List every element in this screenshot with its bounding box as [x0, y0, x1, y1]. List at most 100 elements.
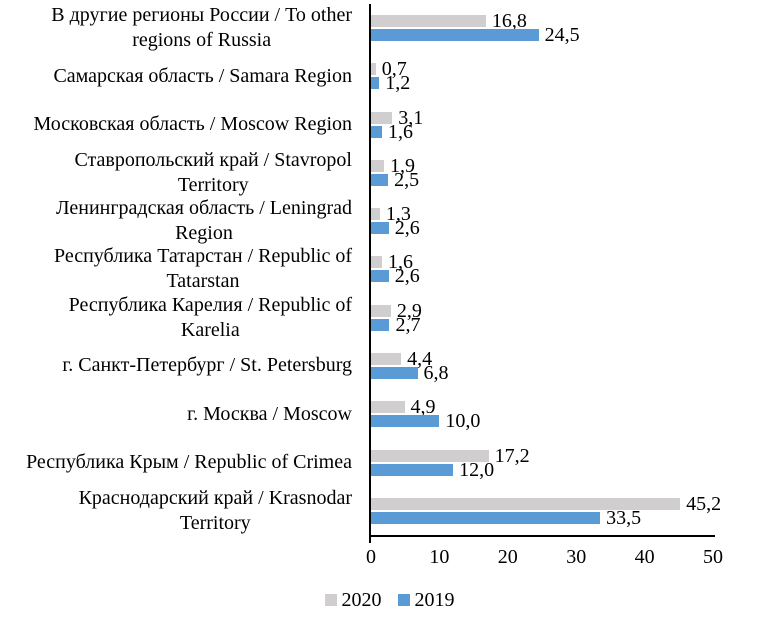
category-label: Ленинградская область / Leningrad Region [55, 197, 352, 245]
bar-line-2019: 2,7 [371, 313, 715, 336]
value-label-2020: 17,2 [494, 444, 530, 467]
x-axis-zero-tick [369, 537, 371, 543]
category-label: Краснодарский край / Krasnodar Territory [78, 486, 352, 534]
value-label-2019: 2,7 [395, 313, 421, 336]
bar-2019 [371, 29, 539, 42]
bars-row: 1,9 2,5 [371, 149, 715, 197]
value-label-2020: 3,1 [398, 106, 424, 129]
category-row: Ставропольский край / Stavropol Territor… [0, 149, 369, 197]
x-tick-label: 10 [429, 546, 450, 568]
bar-line-2019: 12,0 [371, 458, 715, 481]
value-label-2019: 12,0 [459, 458, 495, 481]
bars-row: 1,6 2,6 [371, 245, 715, 293]
category-row: Республика Карелия / Republic of Karelia [0, 294, 369, 342]
category-row: Самарская область / Samara Region [0, 52, 369, 100]
value-label-2019: 10,0 [445, 410, 481, 433]
bar-line-2019: 2,6 [371, 217, 715, 240]
bar-line-2020: 16,8 [371, 10, 715, 33]
legend-swatch-2019 [397, 594, 410, 606]
category-label: Ставропольский край / Stavropol Territor… [74, 148, 352, 196]
bar-line-2020: 1,3 [371, 204, 715, 224]
bars-row: 2,9 2,7 [371, 294, 715, 342]
bar-2019 [371, 125, 382, 138]
bar-line-2019: 10,0 [371, 410, 715, 433]
bar-line-2020: 1,6 [371, 251, 715, 274]
bar-line-2019: 1,2 [371, 72, 715, 95]
bar-2020 [371, 449, 489, 462]
category-label: Самарская область / Samara Region [53, 64, 352, 87]
bar-line-2019: 2,5 [371, 168, 715, 191]
bar-line-2019: 24,5 [371, 24, 715, 47]
value-label-2019: 2,5 [394, 168, 420, 191]
x-tick-label: 50 [703, 546, 723, 568]
category-row: Республика Крым / Republic of Crimea [0, 438, 369, 486]
bars-row: 4,4 6,8 [371, 342, 715, 390]
bars-row: 3,1 1,6 [371, 101, 715, 149]
bar-line-2019: 2,6 [371, 265, 715, 288]
legend-label-2020: 2020 [341, 589, 382, 611]
legend-item-2020: 2020 [324, 589, 382, 611]
category-row: Республика Татарстан / Republic of Tatar… [0, 245, 369, 293]
value-label-2019: 2,6 [394, 217, 420, 240]
bar-line-2020: 45,2 [371, 494, 721, 514]
bar-line-2020: 2,9 [371, 299, 715, 322]
value-label-2020: 0,7 [381, 58, 407, 81]
value-label-2019: 1,2 [385, 72, 411, 95]
bar-2020 [371, 497, 681, 510]
plot-region: В другие регионы России / To other regio… [0, 4, 721, 537]
bar-2019 [371, 366, 418, 379]
bars-row: 1,3 2,6 [371, 197, 715, 245]
value-label-2020: 1,9 [389, 154, 415, 177]
bars-row: 17,2 12,0 [371, 438, 715, 486]
bar-2020 [371, 111, 393, 124]
bar-2020 [371, 304, 391, 317]
value-label-2020: 45,2 [686, 492, 722, 515]
bar-line-2020: 0,7 [371, 58, 715, 81]
value-label-2020: 16,8 [491, 10, 527, 33]
bar-line-2020: 1,9 [371, 154, 715, 177]
bar-line-2020: 4,4 [371, 347, 715, 370]
value-label-2019: 24,5 [544, 24, 580, 47]
plot-area: 16,8 24,5 0,7 1,2 3,1 1,6 1,9 2,5 1,3 2,6 1,6 2,6 2,… [369, 4, 721, 537]
bar-line-2019: 1,6 [371, 122, 715, 142]
category-row: В другие регионы России / To other regio… [0, 4, 369, 52]
category-row: Московская область / Moscow Region [0, 101, 369, 149]
bar-2020 [371, 15, 486, 28]
bar-2020 [371, 63, 376, 76]
category-label: Московская область / Moscow Region [33, 113, 352, 136]
bar-line-2020: 3,1 [371, 106, 715, 129]
category-axis-labels: В другие регионы России / To other regio… [0, 4, 369, 537]
bar-2019 [371, 318, 390, 331]
value-label-2019: 2,6 [394, 265, 420, 288]
category-label: Республика Татарстан / Republic of Tatar… [53, 245, 352, 293]
bar-line-2019: 33,5 [371, 506, 715, 529]
bars-row: 4,9 10,0 [371, 390, 715, 438]
value-label-2019: 33,5 [606, 506, 642, 529]
bar-2019 [371, 415, 440, 428]
bar-2020 [371, 352, 402, 365]
value-label-2020: 1,6 [387, 251, 413, 274]
category-row: г. Санкт-Петербург / St. Petersburg [0, 342, 369, 390]
x-tick-label: 20 [497, 546, 518, 568]
x-axis: 0 10 20 30 40 50 [366, 546, 723, 570]
x-tick-label: 30 [566, 546, 587, 568]
legend-swatch-2020 [324, 594, 337, 606]
category-label: Республика Крым / Republic of Crimea [26, 451, 352, 474]
bar-2019 [371, 222, 389, 235]
value-label-2020: 2,9 [396, 299, 422, 322]
legend-item-2019: 2019 [397, 589, 455, 611]
bar-2020 [371, 256, 382, 269]
x-tick-label: 0 [366, 546, 376, 568]
value-label-2020: 4,9 [410, 396, 436, 419]
x-tick-label: 40 [634, 546, 655, 568]
bar-line-2020: 17,2 [371, 444, 715, 467]
category-label: В другие регионы России / To other regio… [51, 4, 352, 52]
bar-2020 [371, 208, 380, 221]
bar-2020 [371, 159, 384, 172]
value-label-2020: 4,4 [407, 347, 433, 370]
category-row: Ленинградская область / Leningrad Region [0, 197, 369, 245]
category-label: г. Москва / Moscow [187, 402, 352, 425]
bars-row: 45,2 33,5 [371, 487, 721, 535]
bar-2019 [371, 463, 454, 476]
